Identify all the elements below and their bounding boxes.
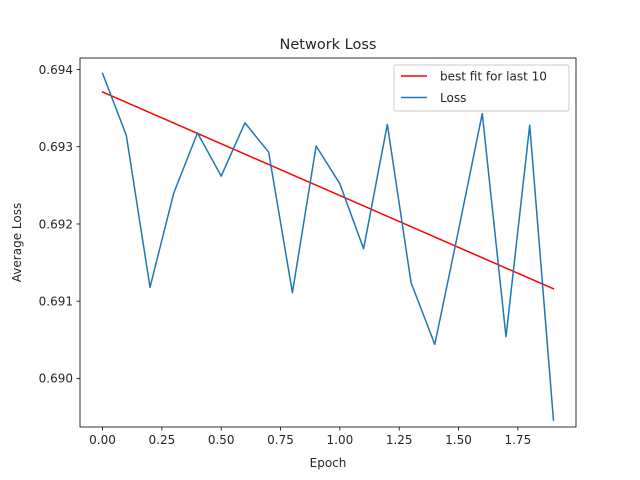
x-tick-label: 1.50 bbox=[445, 433, 472, 447]
x-tick-label: 0.25 bbox=[149, 433, 176, 447]
y-tick-label: 0.692 bbox=[39, 217, 73, 231]
y-tick-label: 0.694 bbox=[39, 63, 73, 77]
series-layer bbox=[101, 72, 555, 421]
legend-label-best-fit: best fit for last 10 bbox=[440, 69, 547, 83]
x-tick-label: 1.00 bbox=[327, 433, 354, 447]
plot-frame bbox=[79, 57, 577, 428]
legend-box bbox=[393, 64, 570, 112]
x-axis-title: Epoch bbox=[310, 456, 347, 470]
x-tick-label: 0.75 bbox=[267, 433, 294, 447]
legend: best fit for last 10 Loss bbox=[393, 64, 570, 112]
y-tick-label: 0.691 bbox=[39, 294, 73, 308]
y-tick-label: 0.690 bbox=[39, 372, 73, 386]
legend-label-loss: Loss bbox=[440, 91, 466, 105]
x-tick-label: 1.25 bbox=[386, 433, 413, 447]
x-tick-label: 1.75 bbox=[504, 433, 531, 447]
y-axis-title: Average Loss bbox=[10, 203, 24, 282]
x-tick-label: 0.00 bbox=[89, 433, 116, 447]
y-tick-label: 0.693 bbox=[39, 140, 73, 154]
best-fit-line bbox=[101, 90, 555, 290]
ticks-layer: 0.00 0.25 0.50 0.75 1.00 1.25 1.50 1.75 0.690 0.6… bbox=[39, 63, 532, 447]
loss-line bbox=[101, 72, 555, 421]
x-tick-label: 0.50 bbox=[208, 433, 235, 447]
chart-title: Network Loss bbox=[280, 37, 377, 53]
